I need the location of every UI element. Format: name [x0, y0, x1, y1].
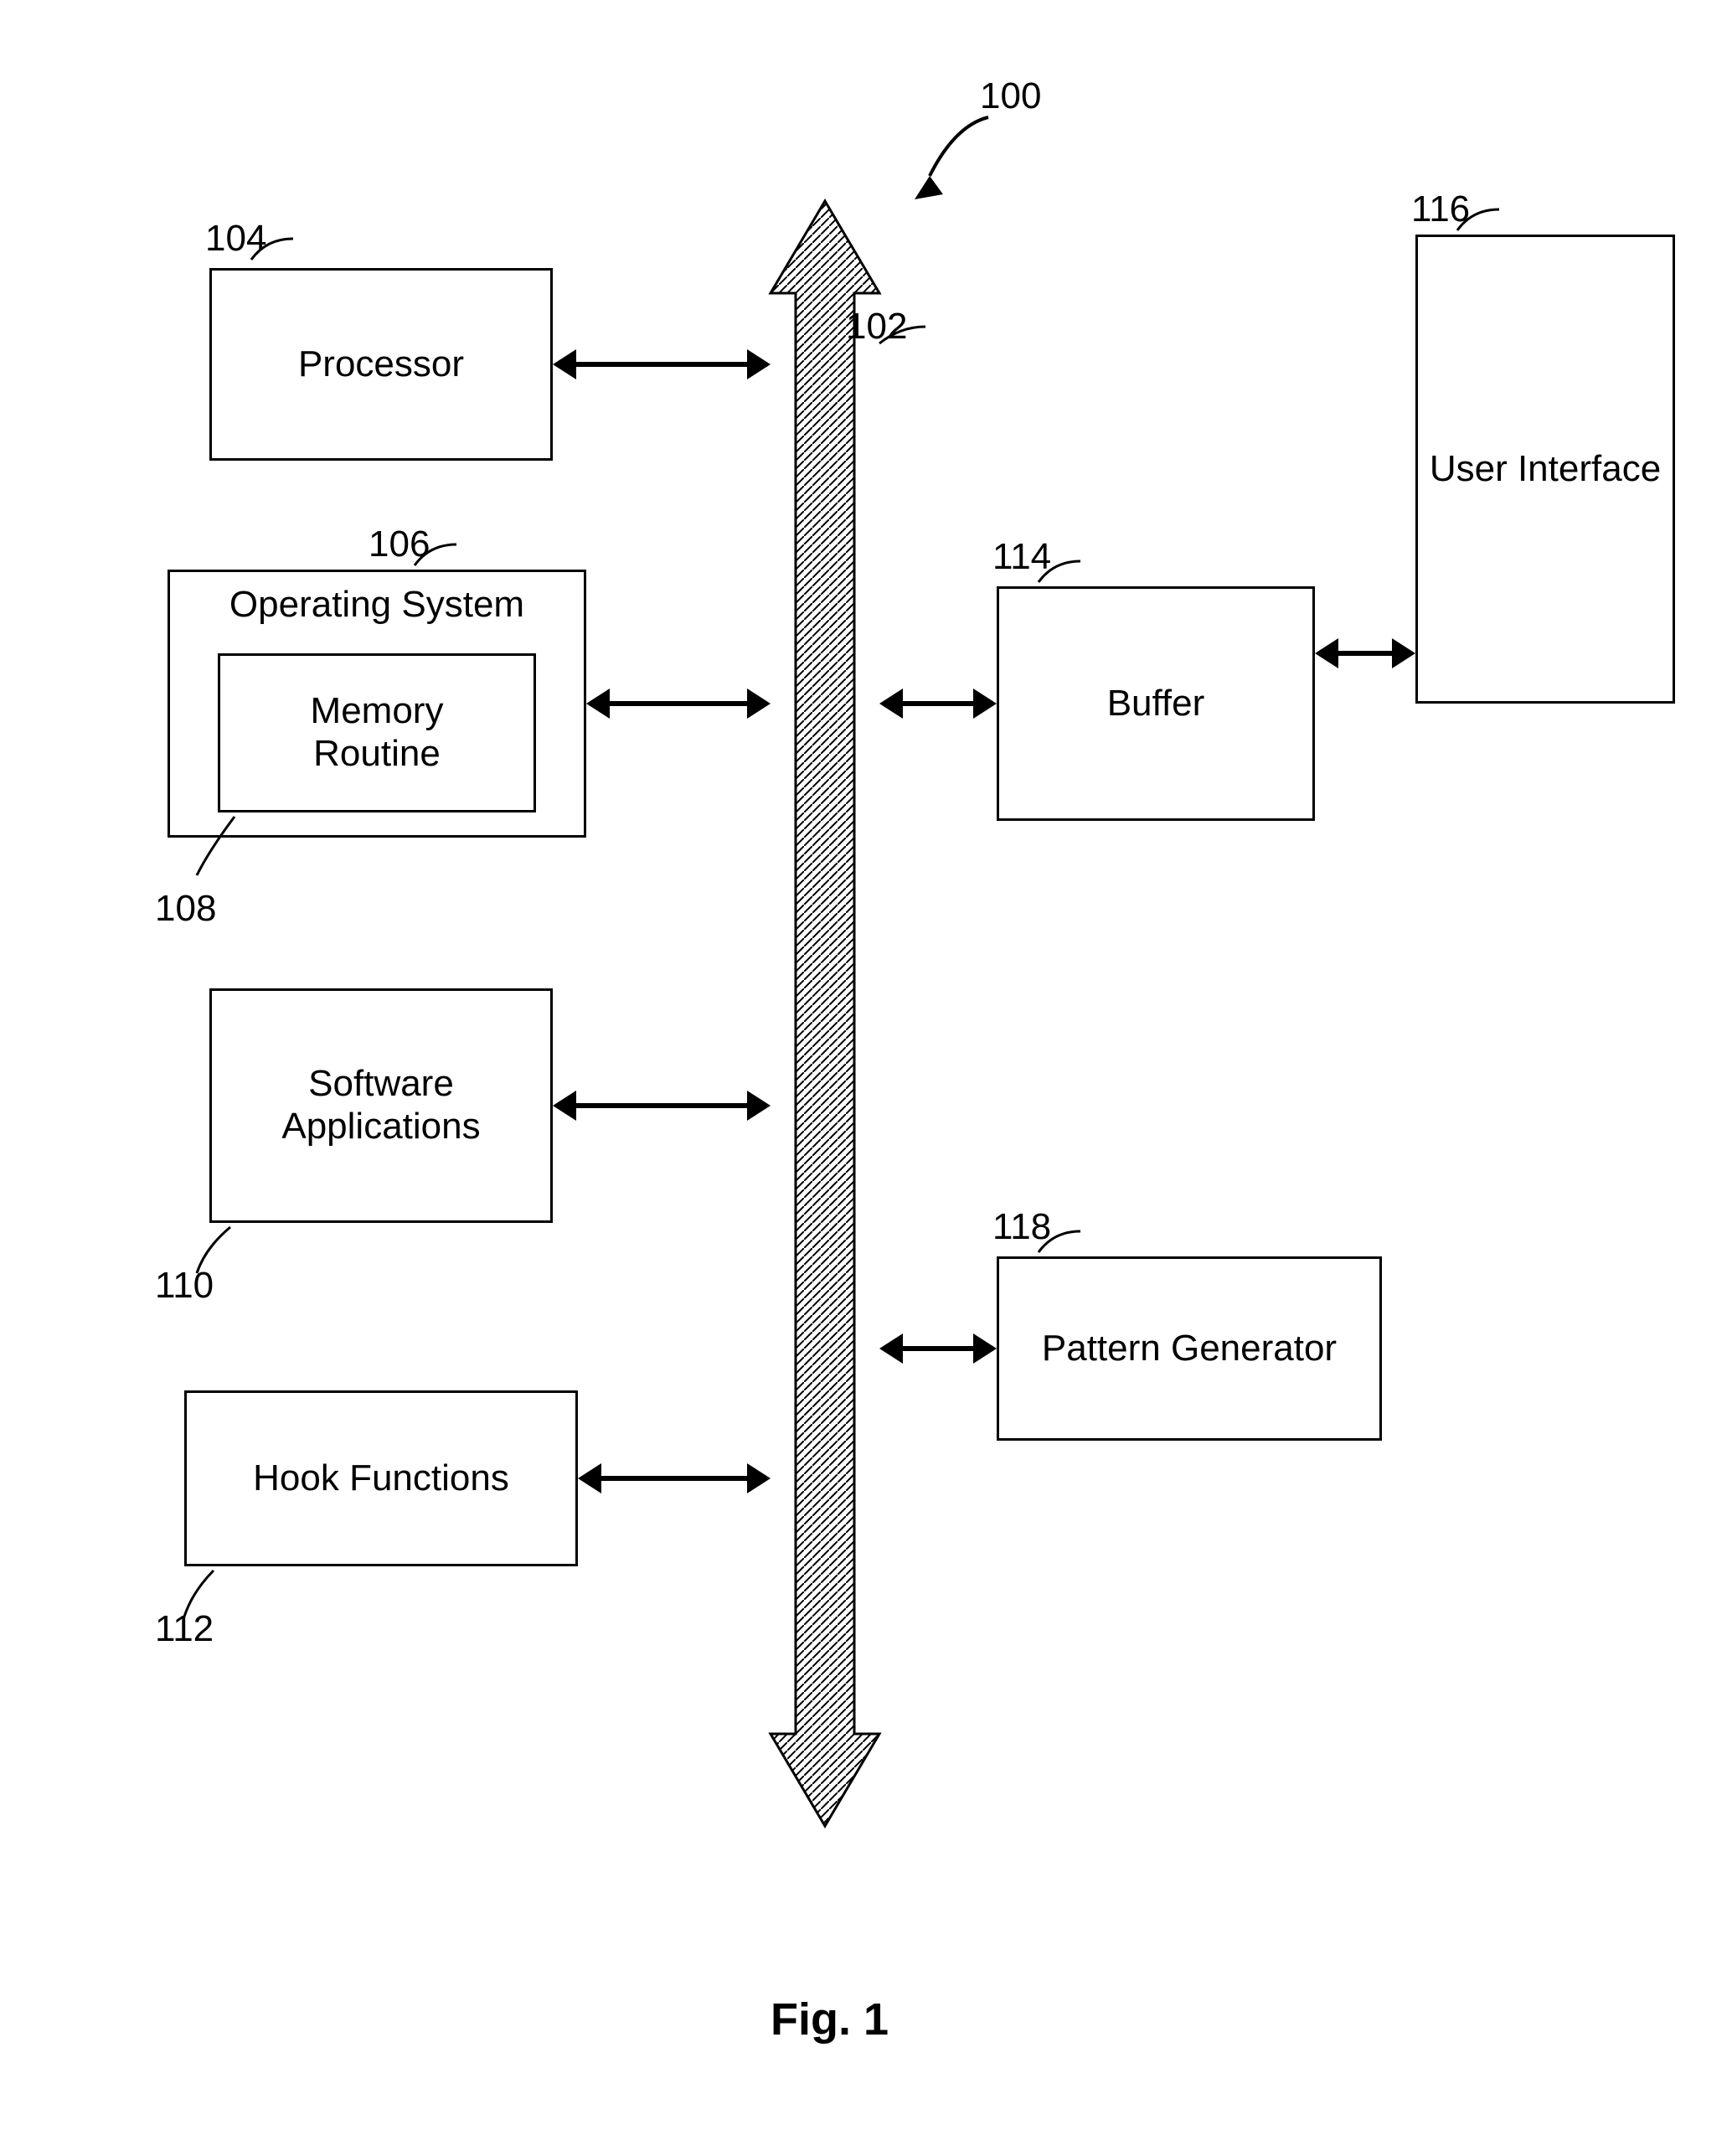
figure-caption: Fig. 1: [771, 1994, 889, 2045]
figure-id-pointer: [879, 101, 1047, 268]
ref-label-104: 104: [205, 218, 266, 260]
ref-label-112: 112: [155, 1608, 214, 1650]
ref-label-106: 106: [369, 524, 430, 565]
ref-label-108: 108: [155, 888, 216, 930]
ref-label-102: 102: [846, 306, 907, 348]
ref-label-118: 118: [992, 1206, 1051, 1248]
ref-label-116: 116: [1411, 188, 1470, 230]
figure-stage: ProcessorOperating SystemSoftware Applic…: [0, 0, 1732, 2156]
figure-id-label: 100: [980, 75, 1041, 117]
ref-label-114: 114: [992, 536, 1051, 578]
ref-label-110: 110: [155, 1265, 214, 1307]
